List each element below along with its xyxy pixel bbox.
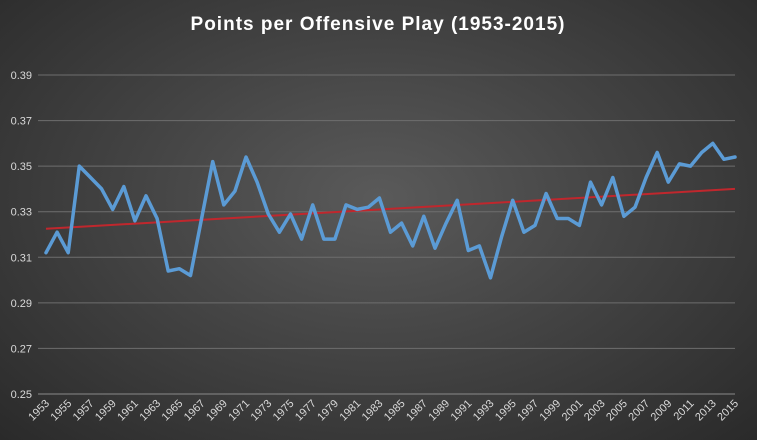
x-tick-label: 1983 xyxy=(360,398,386,424)
x-tick-label: 1971 xyxy=(226,398,252,424)
x-tick-label: 2003 xyxy=(582,398,608,424)
x-tick-label: 2001 xyxy=(560,398,586,424)
x-tick-label: 2005 xyxy=(604,398,630,424)
y-tick-label: 0.33 xyxy=(11,207,32,219)
chart-title: Points per Offensive Play (1953-2015) xyxy=(191,14,566,35)
y-tick-label: 0.27 xyxy=(11,343,32,355)
x-tick-label: 1985 xyxy=(382,398,408,424)
x-tick-label: 1989 xyxy=(426,398,452,424)
trendline xyxy=(45,187,736,230)
grid-lines xyxy=(38,74,735,395)
y-tick-label: 0.25 xyxy=(11,389,32,401)
series-layer xyxy=(44,141,737,280)
x-tick-label: 1987 xyxy=(404,398,430,424)
x-tick-label: 1991 xyxy=(449,398,475,424)
y-tick-label: 0.37 xyxy=(11,116,32,128)
x-tick-label: 1963 xyxy=(137,398,163,424)
x-tick-label: 1979 xyxy=(315,398,341,424)
x-tick-label: 2007 xyxy=(626,398,652,424)
x-tick-label: 1981 xyxy=(337,398,363,424)
x-tick-label: 1965 xyxy=(160,398,186,424)
y-tick-label: 0.39 xyxy=(11,70,32,82)
x-tick-label: 1993 xyxy=(471,398,497,424)
y-tick-label: 0.29 xyxy=(11,298,32,310)
x-tick-label: 1973 xyxy=(249,398,275,424)
x-tick-label: 1977 xyxy=(293,398,319,424)
x-tick-label: 2015 xyxy=(715,398,741,424)
x-axis-ticks: 1953195519571959196119631965196719691971… xyxy=(26,398,741,424)
y-axis-ticks: 0.25 0.27 0.29 0.31 0.33 0.35 0.37 0.39 xyxy=(11,70,32,401)
x-tick-label: 1967 xyxy=(182,398,208,424)
x-tick-label: 1997 xyxy=(515,398,541,424)
x-tick-label: 1999 xyxy=(538,398,564,424)
x-tick-label: 2009 xyxy=(649,398,675,424)
x-tick-label: 1953 xyxy=(26,398,52,424)
x-tick-label: 1975 xyxy=(271,398,297,424)
x-tick-label: 1957 xyxy=(71,398,97,424)
x-tick-label: 2013 xyxy=(693,398,719,424)
x-tick-label: 1955 xyxy=(49,398,75,424)
x-tick-label: 2011 xyxy=(671,398,696,423)
y-tick-label: 0.35 xyxy=(11,161,32,173)
x-tick-label: 1995 xyxy=(493,398,519,424)
y-tick-label: 0.31 xyxy=(11,252,32,264)
x-tick-label: 1969 xyxy=(204,398,230,424)
x-tick-label: 1959 xyxy=(93,398,119,424)
x-tick-label: 1961 xyxy=(115,398,141,424)
